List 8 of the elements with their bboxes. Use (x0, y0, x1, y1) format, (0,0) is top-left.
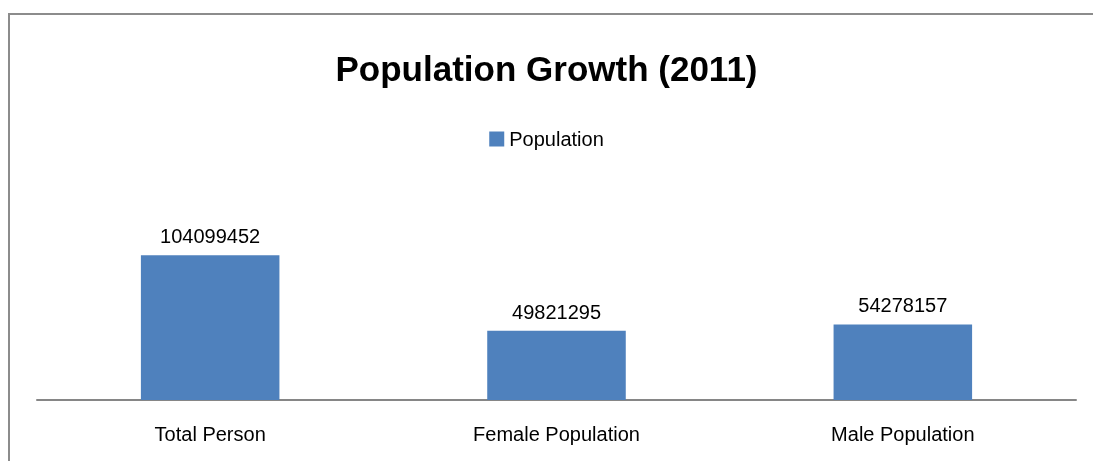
x-tick-label: Female Population (473, 423, 640, 445)
data-label: 104099452 (160, 225, 261, 248)
data-label: 49821295 (512, 300, 601, 323)
x-tick-label: Male Population (831, 423, 975, 445)
data-label: 54278157 (858, 294, 948, 317)
legend-label: Population (509, 128, 604, 150)
chart-title: Population Growth (2011) (335, 49, 758, 88)
x-tick-label: Total Person (154, 423, 266, 445)
